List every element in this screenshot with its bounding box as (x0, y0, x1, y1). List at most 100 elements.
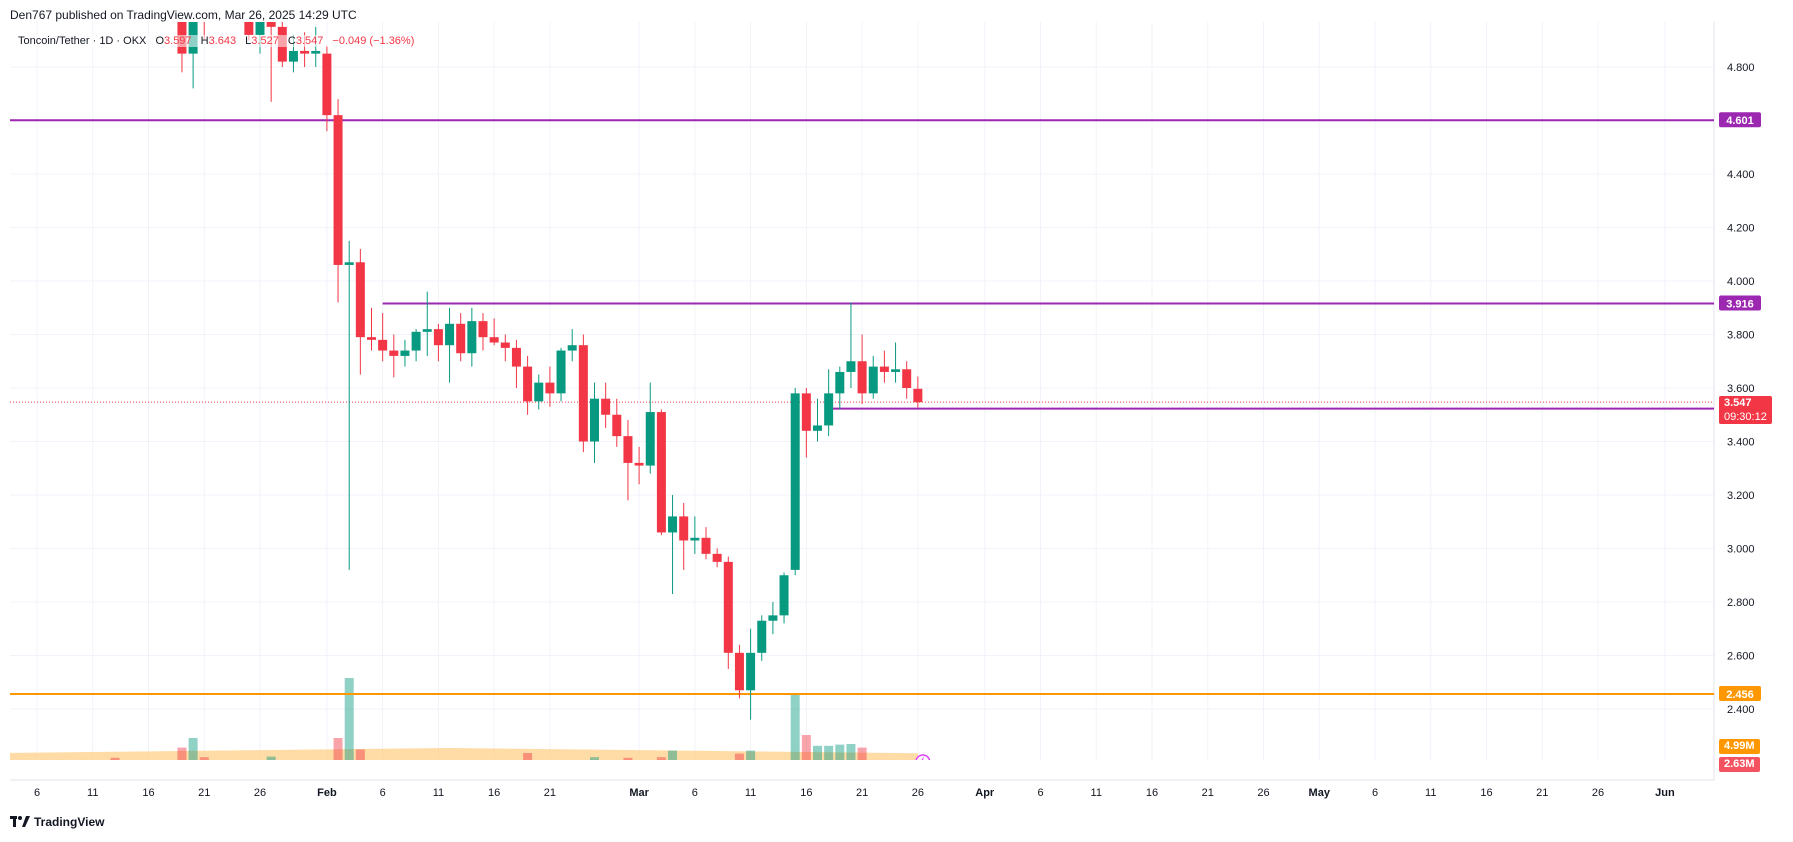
volume-bar (177, 747, 187, 760)
volume-bar (479, 766, 488, 777)
x-tick-label: 26 (1257, 787, 1269, 799)
candle-body (701, 537, 711, 554)
x-tick-label: 21 (1202, 787, 1214, 799)
candle-body (734, 652, 744, 691)
volume-tag: 2.63M (1719, 757, 1760, 772)
candle-body (266, 22, 276, 27)
tradingview-logo[interactable]: TradingView (10, 815, 104, 829)
volume-bar (289, 769, 298, 777)
candle-body (712, 553, 722, 562)
candle-body (768, 615, 778, 621)
x-tick-label: 6 (1037, 787, 1043, 799)
volume-bar (656, 757, 666, 760)
candle-body (634, 462, 644, 466)
volume-bar (77, 767, 86, 777)
candle-body (367, 337, 376, 340)
volume-bar (635, 765, 644, 777)
high-value: 3.643 (208, 35, 237, 47)
y-tick-label: 2.400 (1727, 704, 1755, 716)
candle-body (534, 382, 544, 402)
open-value: 3.597 (164, 35, 192, 47)
x-tick-label: 21 (198, 787, 210, 799)
candle-body (523, 366, 533, 402)
y-tick-label: 3.400 (1727, 437, 1755, 449)
level-price-label: 2.456 (1726, 689, 1754, 701)
volume-bar (456, 767, 465, 777)
x-tick-label: 26 (912, 787, 924, 799)
x-tick-label: 11 (1425, 787, 1436, 799)
x-tick-label: Jun (1655, 787, 1675, 799)
volume-bar (333, 738, 343, 760)
candle-body (478, 321, 488, 338)
volume-bar (99, 771, 108, 777)
candle-body (411, 331, 421, 351)
volume-bar (155, 766, 164, 777)
candle-body (902, 369, 912, 388)
high-label: H (200, 35, 209, 47)
volume-bar (355, 749, 365, 760)
volume-ma-tag: 4.99M (1719, 739, 1760, 754)
candle-body (511, 347, 521, 367)
symbol-name[interactable]: Toncoin/Tether · 1D · OKX (18, 35, 147, 47)
candle-body (422, 329, 432, 332)
x-tick-label: 16 (488, 787, 500, 799)
candle-body (333, 115, 343, 265)
candle-body (389, 350, 399, 356)
candle-body (467, 321, 477, 354)
replay-icon (915, 754, 931, 760)
volume-bar (344, 678, 354, 760)
candle-body (500, 342, 510, 348)
volume-bar (266, 756, 276, 760)
level-price-label: 3.916 (1726, 298, 1754, 310)
x-tick-label: 11 (87, 787, 98, 799)
volume-bar (612, 763, 621, 777)
volume-bar (166, 761, 175, 777)
candle-body (344, 262, 354, 265)
candle-body (668, 516, 678, 533)
x-tick-label: 16 (1480, 787, 1492, 799)
volume-bar (902, 765, 911, 777)
candle-body (311, 50, 321, 54)
volume-bar (21, 769, 30, 777)
candle-body (757, 620, 767, 653)
volume-bar (801, 735, 811, 760)
candle-body (623, 436, 633, 463)
volume-bar (278, 767, 287, 777)
x-tick-label: May (1309, 787, 1331, 799)
volume-bar (434, 769, 443, 777)
y-tick-label: 4.000 (1727, 276, 1755, 288)
volume-bar (523, 753, 533, 760)
close-label: C (287, 35, 296, 47)
volume-bar (322, 763, 331, 777)
candle-body (378, 339, 388, 351)
volume-bar (133, 766, 142, 777)
x-tick-label: 6 (380, 787, 386, 799)
candle-body (824, 393, 834, 426)
candle-body (445, 323, 455, 346)
volume-bar (846, 744, 856, 760)
candle-body (790, 393, 800, 570)
x-tick-label: 16 (1146, 787, 1158, 799)
candle-body (545, 382, 555, 394)
level-price-tag (1719, 112, 1761, 128)
volume-bar (857, 747, 867, 760)
y-tick-label: 3.800 (1727, 330, 1755, 342)
level-price-label: 4.601 (1726, 115, 1754, 127)
volume-bar (66, 769, 75, 777)
volume-bar (690, 763, 699, 777)
volume-bar (0, 770, 8, 777)
candle-body (188, 22, 198, 54)
lightning-icon (921, 756, 924, 760)
candle-body (288, 50, 298, 62)
volume-bar (256, 768, 265, 777)
candle-body (779, 575, 789, 616)
volume-bar (713, 763, 722, 777)
volume-bar (534, 764, 543, 777)
candle-body (857, 361, 867, 394)
volume-bar (412, 764, 421, 777)
change-value: −0.049 (−1.36%) (332, 35, 415, 47)
y-tick-label: 4.800 (1727, 62, 1755, 74)
tradingview-logo-icon (10, 816, 30, 827)
volume-bar (199, 757, 209, 760)
